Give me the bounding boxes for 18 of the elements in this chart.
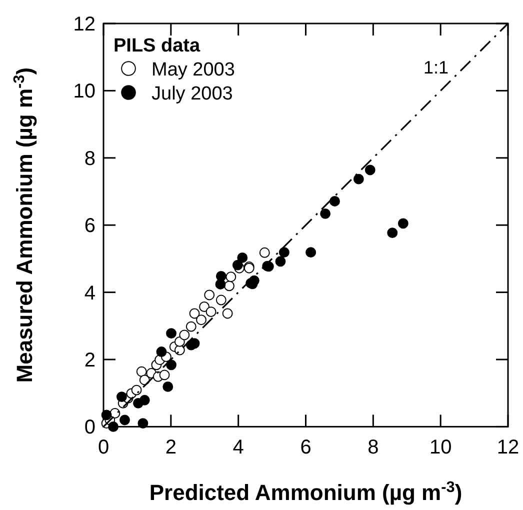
x-tick-label: 12: [496, 436, 520, 459]
annotation: 1:1: [423, 58, 449, 78]
x-axis-title: Predicted Ammonium (µg m$^{-3}$): [149, 478, 462, 505]
y-tick-label: 4: [84, 282, 96, 304]
y-tick-label: 12: [73, 14, 96, 36]
y-tick-label: 0: [84, 416, 96, 439]
legend-title: PILS data: [114, 36, 201, 56]
x-tick-label: 2: [165, 436, 176, 459]
legend-label: July 2003: [152, 84, 233, 104]
x-tick-label: 10: [429, 436, 452, 459]
y-tick-label: 2: [84, 350, 96, 372]
y-tick-label: 10: [73, 80, 96, 103]
x-tick-label: 8: [368, 436, 379, 459]
x-tick-label: 6: [300, 436, 312, 459]
x-tick-label: 4: [232, 436, 244, 459]
legend-label: May 2003: [152, 60, 235, 80]
y-tick-label: 8: [84, 148, 96, 170]
y-tick-label: 6: [84, 215, 96, 238]
